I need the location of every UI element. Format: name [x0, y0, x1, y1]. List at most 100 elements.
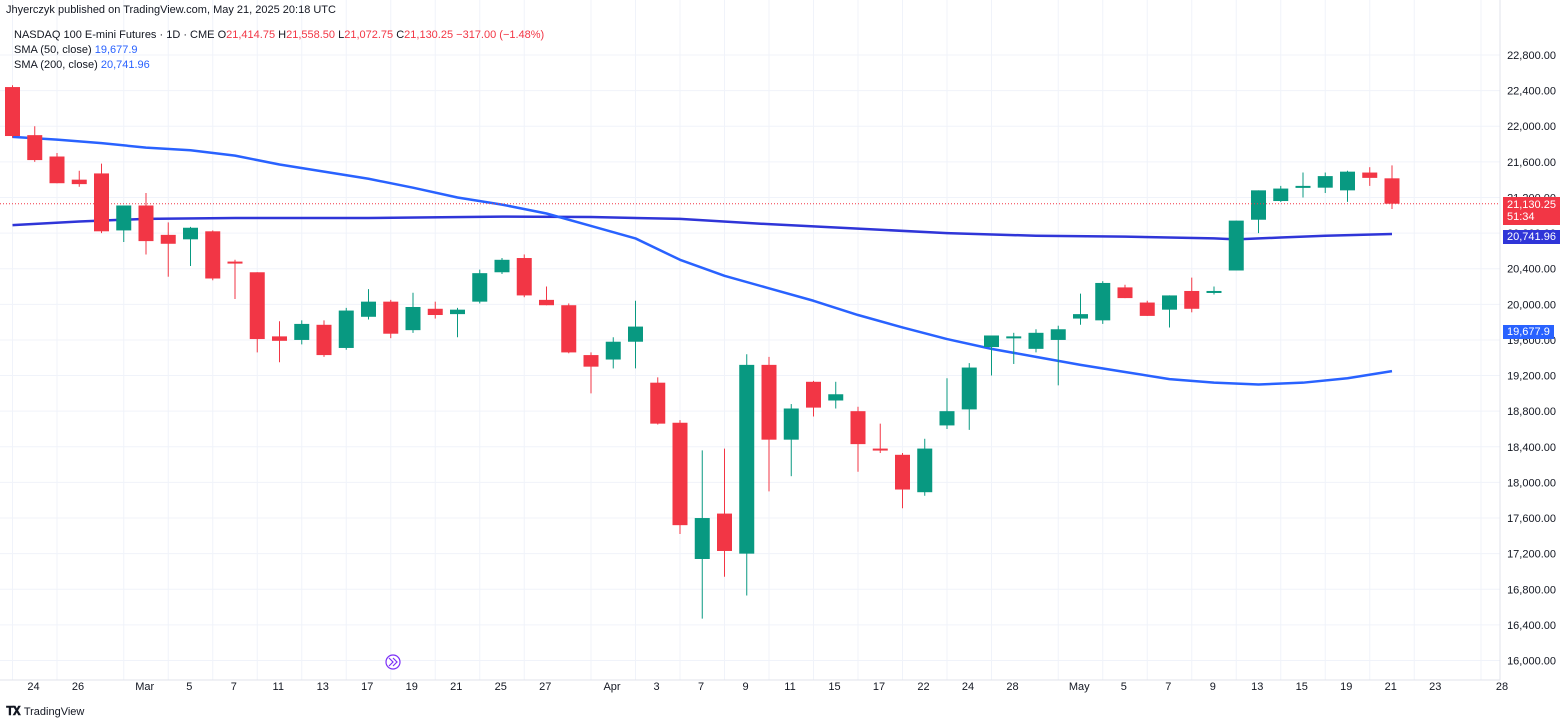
candle-body[interactable]	[472, 273, 488, 302]
x-tick-label: May	[1069, 681, 1090, 693]
tradingview-logo[interactable]: 𝐓𝐗 TradingView	[6, 704, 84, 719]
candle-body[interactable]	[272, 336, 287, 341]
x-tick-label: 28	[1496, 681, 1508, 693]
symbol-name[interactable]: NASDAQ 100 E-mini Futures · 1D · CME	[14, 29, 215, 41]
candle-body[interactable]	[516, 258, 532, 296]
candle-body[interactable]	[605, 341, 621, 360]
candle-body[interactable]	[1273, 188, 1289, 202]
candle-body[interactable]	[939, 411, 955, 426]
candle-body[interactable]	[1295, 185, 1311, 188]
sma200-badge-value: 20,741.96	[1507, 231, 1556, 244]
x-tick-label: 5	[186, 681, 192, 693]
candle-body[interactable]	[561, 305, 577, 353]
candle-body[interactable]	[450, 309, 465, 315]
candle-body[interactable]	[94, 173, 109, 232]
candle-body[interactable]	[71, 179, 87, 185]
y-tick-label: 17,200.00	[1507, 549, 1556, 561]
candle-body[interactable]	[338, 310, 354, 348]
candle-body[interactable]	[1117, 287, 1133, 299]
y-tick-label: 22,400.00	[1507, 86, 1556, 98]
last-price-value: 21,130.25	[1507, 198, 1556, 211]
candle-body[interactable]	[316, 324, 332, 356]
x-tick-label: 11	[273, 681, 284, 693]
x-tick-label: Apr	[603, 681, 620, 693]
x-tick-label: Mar	[135, 681, 154, 693]
y-tick-label: 18,800.00	[1507, 406, 1556, 418]
candle-body[interactable]	[27, 135, 43, 161]
candle-body[interactable]	[961, 367, 977, 410]
candle-body[interactable]	[917, 448, 933, 493]
candle-body[interactable]	[1384, 178, 1400, 204]
candle-body[interactable]	[1340, 171, 1355, 191]
candle-body[interactable]	[583, 355, 599, 367]
legend-sma50-row[interactable]: SMA (50, close) 19,677.9	[14, 43, 544, 58]
x-tick-label: 11	[784, 681, 795, 693]
sma50-badge-value: 19,677.9	[1507, 326, 1550, 338]
candle-body[interactable]	[539, 299, 554, 306]
candle-body[interactable]	[361, 301, 376, 317]
candle-body[interactable]	[739, 364, 755, 554]
x-tick-label: 17	[361, 681, 373, 693]
x-tick-label: 24	[962, 681, 974, 693]
candle-body[interactable]	[850, 411, 866, 445]
candle-body[interactable]	[650, 382, 666, 424]
candle-body[interactable]	[761, 364, 777, 440]
x-tick-label: 19	[1340, 681, 1352, 693]
close-label: C	[396, 29, 405, 41]
tradingview-logo-text: TradingView	[23, 705, 85, 718]
candle-body[interactable]	[872, 448, 888, 451]
candle-body[interactable]	[49, 156, 65, 184]
candle-body[interactable]	[984, 335, 999, 348]
sma50-value: 19,677.9	[94, 44, 138, 56]
x-tick-label: 26	[72, 681, 84, 693]
candle-body[interactable]	[1050, 329, 1066, 340]
candle-body[interactable]	[1184, 290, 1200, 309]
sma200-label: SMA (200, close)	[14, 59, 98, 71]
candle-body[interactable]	[183, 227, 198, 240]
x-tick-label: 21	[1385, 681, 1397, 693]
x-tick-label: 25	[495, 681, 507, 693]
candle-body[interactable]	[828, 394, 844, 401]
countdown-value: 51:34	[1507, 210, 1535, 223]
x-tick-label: 7	[231, 681, 237, 693]
candle-body[interactable]	[227, 261, 243, 264]
candle-body[interactable]	[1139, 302, 1155, 316]
candle-body[interactable]	[494, 259, 510, 273]
candle-body[interactable]	[1006, 336, 1022, 339]
legend-sma200-row[interactable]: SMA (200, close) 20,741.96	[14, 58, 544, 73]
candle-body[interactable]	[1162, 295, 1177, 310]
y-tick-label: 20,400.00	[1507, 264, 1556, 276]
candle-body[interactable]	[783, 408, 799, 440]
candle-body[interactable]	[138, 205, 154, 242]
candle-body[interactable]	[1028, 332, 1044, 349]
candle-body[interactable]	[383, 301, 399, 334]
candle-body[interactable]	[1362, 172, 1378, 178]
y-tick-label: 22,800.00	[1507, 50, 1556, 62]
candle-body[interactable]	[672, 422, 688, 526]
candle-body[interactable]	[116, 205, 132, 231]
candle-body[interactable]	[427, 308, 443, 316]
y-tick-label: 18,400.00	[1507, 442, 1556, 454]
y-tick-label: 21,600.00	[1507, 157, 1556, 169]
candle-body[interactable]	[1073, 314, 1088, 319]
candle-body[interactable]	[405, 306, 421, 331]
candle-body[interactable]	[1095, 282, 1111, 321]
candle-body[interactable]	[1228, 220, 1244, 271]
candle-body[interactable]	[1206, 290, 1222, 293]
candle-body[interactable]	[895, 454, 910, 490]
candle-body[interactable]	[5, 87, 20, 137]
candle-body[interactable]	[205, 231, 221, 279]
candle-body[interactable]	[628, 326, 643, 342]
x-tick-label: 24	[27, 681, 39, 693]
candle-body[interactable]	[694, 518, 710, 559]
candle-body[interactable]	[806, 381, 821, 408]
candle-body[interactable]	[717, 513, 732, 551]
x-tick-label: 17	[873, 681, 885, 693]
x-tick-label: 19	[406, 681, 418, 693]
candle-body[interactable]	[294, 323, 310, 340]
candle-body[interactable]	[1317, 176, 1333, 188]
candle-body[interactable]	[249, 272, 265, 340]
candle-body[interactable]	[1251, 190, 1266, 220]
candle-body[interactable]	[160, 234, 176, 244]
